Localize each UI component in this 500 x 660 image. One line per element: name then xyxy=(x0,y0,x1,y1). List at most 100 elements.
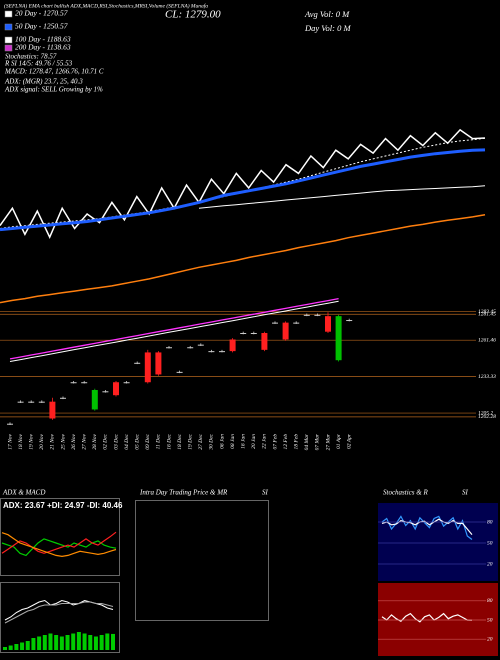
bar xyxy=(14,644,19,650)
y-tick-label: 80 xyxy=(487,598,493,604)
bar xyxy=(31,638,36,650)
legend-label: 50 Day - 1250.57 xyxy=(15,22,68,31)
candle-body xyxy=(70,382,77,384)
legend-swatch xyxy=(4,23,13,31)
x-tick-label: 17 Nov xyxy=(7,433,13,449)
bar xyxy=(93,636,98,650)
candle-body xyxy=(197,344,204,346)
bar xyxy=(105,633,110,650)
x-tick-label: 02 Dec xyxy=(103,433,109,449)
y-tick-label: 50 xyxy=(487,617,493,623)
x-tick-label: 16 Dec xyxy=(166,433,172,449)
annotation: ADX: (MGR) 23.7, 25, 40.3 xyxy=(4,78,83,86)
x-tick-label: 07 Feb xyxy=(272,434,278,450)
candle-body xyxy=(166,347,172,349)
candle-body xyxy=(28,401,35,403)
x-tick-label: 28 Nov xyxy=(92,433,98,449)
candle-body xyxy=(303,314,310,316)
series-line xyxy=(9,297,339,360)
chart-title: Intra Day Trading Price & MR xyxy=(139,489,228,497)
candle-body xyxy=(240,332,247,334)
y-tick-label: 1261.46 xyxy=(478,336,496,343)
bar xyxy=(82,633,87,650)
series-line xyxy=(0,214,486,304)
candle-body xyxy=(229,339,236,352)
series-line xyxy=(198,185,486,209)
x-tick-label: 18 Nov xyxy=(18,433,24,449)
annotation: Day Vol: 0 M xyxy=(304,23,351,33)
legend-label: 100 Day - 1188.63 xyxy=(15,35,71,44)
series-line xyxy=(0,148,486,232)
x-tick-label: 26 Nov xyxy=(71,433,77,449)
candle-body xyxy=(38,401,45,403)
candle-body xyxy=(123,382,130,384)
x-tick-label: 27 Mar xyxy=(325,433,331,450)
x-tick-label: 22 Jan xyxy=(262,434,268,449)
x-tick-label: 05 Dec xyxy=(134,433,140,449)
bar xyxy=(59,636,64,650)
candle-body xyxy=(272,322,278,324)
series-line xyxy=(4,601,114,624)
bar xyxy=(76,632,81,650)
candle-body xyxy=(176,371,183,373)
intraday-panel xyxy=(135,500,269,621)
y-tick-label: 80 xyxy=(487,519,493,525)
chart-subtitle: SI xyxy=(462,489,469,497)
x-tick-label: 09 Dec xyxy=(145,433,151,449)
candle-body xyxy=(91,390,98,410)
y-tick-label: 1281.45 xyxy=(478,311,496,318)
candle-body xyxy=(261,332,268,350)
x-tick-label: 20 Jan xyxy=(251,434,257,449)
annotation: ADX signal: SELL Growing by 1% xyxy=(4,86,103,94)
y-tick-label: 20 xyxy=(487,561,493,567)
x-tick-label: 16 Jan xyxy=(240,434,246,449)
candle-body xyxy=(325,316,331,332)
x-tick-label: 18 Dec xyxy=(177,433,183,449)
candle-body xyxy=(7,423,13,425)
x-tick-label: 08 Jan xyxy=(230,434,236,449)
x-tick-label: 19 Dec xyxy=(187,433,193,449)
bar xyxy=(3,647,7,650)
series-line xyxy=(1,538,117,557)
x-tick-label: 12 Feb xyxy=(283,434,289,450)
bar xyxy=(71,633,76,650)
x-tick-label: 30 Dec xyxy=(209,433,215,450)
candle-body xyxy=(282,322,289,340)
candle-body xyxy=(335,316,342,361)
candle-body xyxy=(134,362,141,364)
x-tick-label: 04 Dec xyxy=(123,433,130,449)
bar xyxy=(99,635,104,650)
legend-label: 20 Day - 1270.57 xyxy=(15,9,68,18)
candle-body xyxy=(17,401,24,403)
y-tick-label: 1283.45 xyxy=(478,308,496,315)
series-line xyxy=(381,518,473,535)
x-tick-label: 01 Apr xyxy=(336,433,342,449)
x-tick-label: 06 Jan xyxy=(219,434,225,449)
candle-body xyxy=(208,351,215,353)
annotation: ADX: 23.67 +DI: 24.97 -DI: 40.46 xyxy=(3,501,123,510)
candle-body xyxy=(314,314,321,316)
x-tick-label: 07 Mar xyxy=(315,433,321,450)
bar xyxy=(111,633,115,650)
bar xyxy=(8,645,13,650)
series-line xyxy=(1,531,117,554)
bar xyxy=(54,635,59,650)
chart-subtitle: SI xyxy=(262,489,269,497)
rsi-panel xyxy=(378,583,498,656)
x-tick-label: 04 Mar xyxy=(303,433,310,450)
x-tick-label: 27 Dec xyxy=(198,433,204,449)
series-line xyxy=(9,300,339,362)
candle-body xyxy=(219,351,225,353)
chart-title: ADX & MACD xyxy=(2,489,45,497)
bar xyxy=(37,636,42,650)
series-line xyxy=(381,612,473,623)
annotation: MACD: 1278.47, 1266.76, 10.71 C xyxy=(4,68,104,76)
candle-body xyxy=(49,401,56,419)
annotation: R SI 14/5: 49.76 / 55.53 xyxy=(4,60,73,68)
x-tick-label: 27 Nov xyxy=(81,433,87,449)
bar xyxy=(88,635,93,650)
y-tick-label: 1233.33 xyxy=(478,374,496,380)
x-tick-label: 03 Dec xyxy=(113,433,119,449)
candle-body xyxy=(81,382,88,384)
candle-body xyxy=(346,320,353,322)
